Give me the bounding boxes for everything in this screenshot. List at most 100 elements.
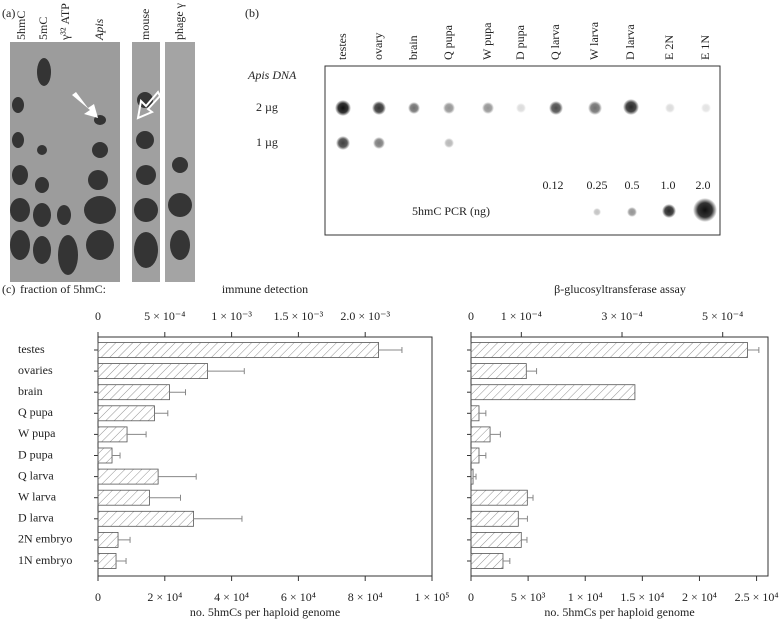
y-tick-label: W larva	[18, 489, 57, 503]
error-bar	[527, 494, 534, 501]
x-tick-label: 1 × 10⁴	[568, 590, 603, 604]
column-label: Q pupa	[441, 24, 455, 60]
column-labels: testes ovary brain Q pupa W pupa D pupa Q larv…	[335, 21, 712, 60]
y-tick-label: ovaries	[18, 363, 53, 377]
lane-label: phage γ	[172, 2, 186, 40]
bar	[470, 384, 636, 401]
bar	[470, 532, 522, 548]
blot-frame	[324, 65, 721, 236]
chart-title: immune detection	[222, 282, 308, 296]
error-bar	[118, 536, 131, 543]
error-bar	[207, 368, 245, 375]
y-tick-label: Q larva	[18, 468, 54, 482]
x-tick-label: 2.5 × 10⁴	[735, 590, 779, 604]
top-axis-label: fraction of 5hmC:	[20, 282, 106, 296]
x2-tick-label: 1 × 10⁻⁴	[501, 309, 542, 323]
bar	[470, 342, 748, 358]
x-axis-label: no. 5hmCs per haploid genome	[190, 605, 340, 619]
bar	[97, 553, 117, 569]
lane-label: 5mC	[36, 17, 50, 40]
bar	[470, 468, 474, 485]
standard-label: 0.5	[625, 178, 640, 192]
standard-label: 2.0	[696, 178, 711, 192]
column-label: testes	[335, 33, 349, 60]
error-bar	[169, 389, 187, 396]
bar	[470, 405, 480, 422]
error-bar	[149, 494, 181, 501]
bar	[97, 363, 208, 380]
column-label: E 2N	[662, 35, 676, 60]
bar	[97, 532, 119, 548]
error-bar	[193, 515, 243, 522]
x-tick-label: 2 × 10⁴	[682, 590, 717, 604]
column-label: W pupa	[480, 22, 494, 60]
x-tick-label: 5 × 10³	[511, 590, 546, 604]
gel	[10, 42, 195, 282]
bar	[97, 426, 128, 443]
x-tick-label: 8 × 10⁴	[348, 590, 383, 604]
error-bar	[112, 452, 121, 459]
bar-charts: immune detection no. 5hmCs per haploid ge…	[18, 282, 779, 619]
bar	[470, 363, 527, 380]
y-tick-label: testes	[18, 342, 45, 356]
x-tick-label: 0	[95, 590, 101, 604]
error-bar	[478, 452, 487, 459]
blot-dots	[335, 99, 717, 222]
row-label: 1 µg	[256, 135, 278, 149]
error-bar	[518, 515, 528, 522]
error-bar	[116, 558, 127, 564]
error-bar	[158, 473, 197, 480]
y-tick-label: W pupa	[18, 426, 56, 440]
x-tick-label: 1.5 × 10⁴	[620, 590, 664, 604]
bar	[470, 447, 480, 464]
chart-title: β-glucosyltransferase assay	[554, 282, 686, 296]
column-label: Q larva	[548, 24, 562, 60]
bar	[97, 510, 194, 527]
column-label: brain	[406, 35, 420, 60]
lane-labels: 5hmC 5mC γ³² ATP Apis mouse phage γ	[14, 2, 186, 41]
column-label: D pupa	[513, 24, 527, 60]
bar	[470, 553, 504, 569]
lane-label: Apis	[92, 18, 106, 41]
lane-label: 5hmC	[14, 11, 28, 40]
error-bar	[127, 431, 147, 438]
standards-label: 5hmC PCR (ng)	[412, 204, 490, 218]
x2-tick-label: 2.0 × 10⁻³	[340, 309, 390, 323]
error-bar	[473, 473, 477, 480]
x-axis-label: no. 5hmCs per haploid genome	[544, 605, 694, 619]
y-tick-label: 2N embryo	[18, 532, 72, 546]
x2-tick-label: 3 × 10⁻⁴	[601, 309, 642, 323]
bar	[97, 384, 170, 401]
panel-label: (b)	[245, 6, 259, 20]
error-bar	[490, 431, 501, 438]
x-tick-label: 2 × 10⁴	[147, 590, 182, 604]
standard-labels: 0.12 0.25 0.5 1.0 2.0	[543, 178, 711, 192]
x-tick-label: 6 × 10⁴	[281, 590, 316, 604]
x2-tick-label: 0	[468, 309, 474, 323]
y-tick-label: Q pupa	[18, 405, 54, 419]
lane-label: γ³² ATP	[58, 3, 72, 41]
error-bar	[521, 536, 528, 543]
lane-label: mouse	[138, 9, 152, 40]
column-label: E 1N	[698, 35, 712, 60]
error-bar	[478, 410, 487, 417]
bar	[97, 342, 379, 358]
bar	[470, 510, 519, 527]
error-bar	[747, 347, 760, 353]
error-bar	[526, 368, 538, 375]
y-tick-label: D pupa	[18, 447, 54, 461]
standard-label: 0.25	[587, 178, 608, 192]
x2-tick-label: 5 × 10⁻⁴	[702, 309, 743, 323]
y-tick-label: D larva	[18, 511, 54, 525]
bar	[97, 405, 155, 422]
bar	[97, 489, 150, 506]
bar	[97, 447, 113, 464]
row-header: Apis DNA	[247, 68, 297, 82]
panel-label: (c)	[2, 282, 15, 296]
x-tick-label: 0	[468, 590, 474, 604]
column-label: W larva	[587, 21, 601, 60]
standard-label: 1.0	[661, 178, 676, 192]
y-tick-label: brain	[18, 384, 43, 398]
